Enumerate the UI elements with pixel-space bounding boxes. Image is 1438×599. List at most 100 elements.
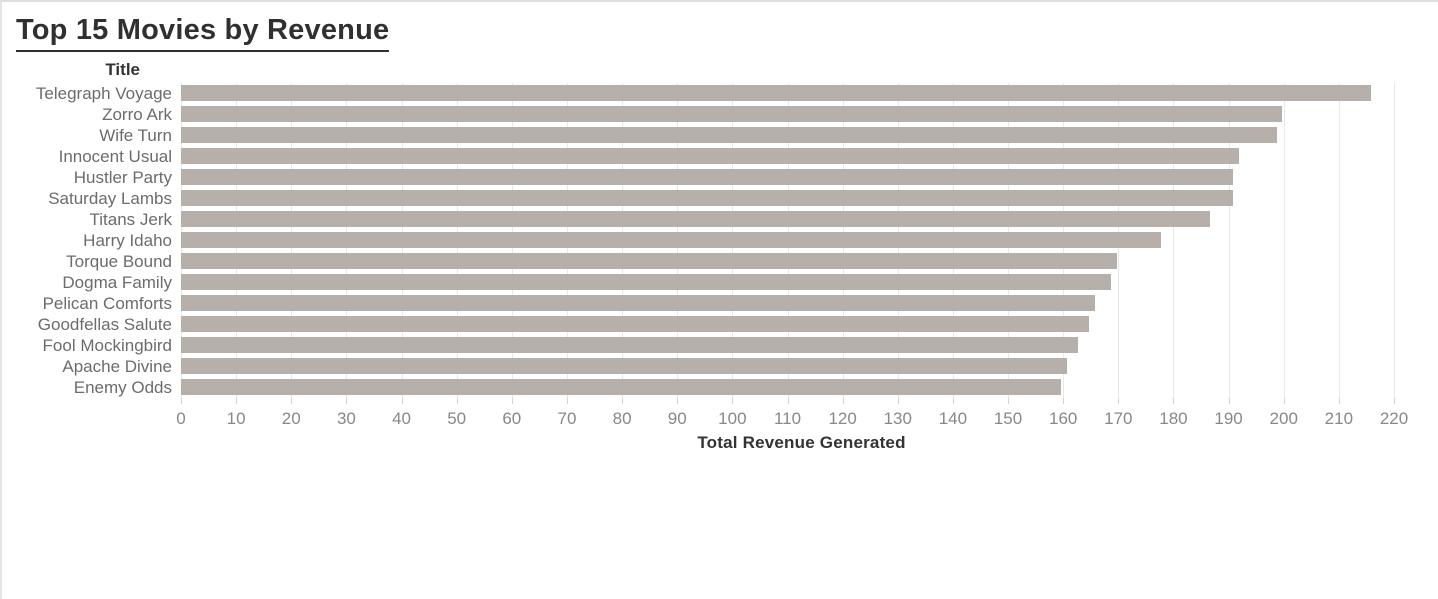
bar-row: Apache Divine: [2, 356, 1438, 377]
row-label[interactable]: Titans Jerk: [89, 210, 172, 229]
tick-mark: [456, 398, 458, 404]
tick-mark: [1063, 398, 1065, 404]
x-tick-label: 60: [502, 409, 522, 428]
row-label[interactable]: Apache Divine: [62, 357, 172, 376]
bar-zone: [181, 146, 1438, 167]
axis-tick-marks: [181, 398, 1438, 405]
revenue-bar[interactable]: [181, 232, 1161, 248]
tick-mark: [236, 398, 238, 404]
row-label[interactable]: Pelican Comforts: [42, 294, 172, 313]
revenue-bar[interactable]: [181, 379, 1062, 395]
bar-zone: [181, 272, 1438, 293]
x-tick-label: 80: [612, 409, 632, 428]
row-label[interactable]: Innocent Usual: [58, 147, 172, 166]
revenue-bar[interactable]: [181, 337, 1078, 353]
bar-row: Zorro Ark: [2, 104, 1438, 125]
revenue-bar[interactable]: [181, 190, 1233, 206]
revenue-bar[interactable]: [181, 358, 1067, 374]
x-tick-label: 90: [667, 409, 687, 428]
gridline: [1338, 83, 1340, 398]
tick-mark: [952, 398, 954, 404]
bar-row: Titans Jerk: [2, 209, 1438, 230]
row-label[interactable]: Goodfellas Salute: [37, 315, 172, 334]
plot-area: Telegraph Voyage Zorro Ark Wife Turn Innoce…: [2, 83, 1438, 398]
x-tick-label: 100: [718, 409, 747, 428]
x-tick-label: 30: [336, 409, 356, 428]
revenue-bar[interactable]: [181, 211, 1211, 227]
tick-mark: [566, 398, 568, 404]
revenue-bar[interactable]: [181, 148, 1239, 164]
bar-row: Torque Bound: [2, 251, 1438, 272]
bar-rows: Telegraph Voyage Zorro Ark Wife Turn Innoce…: [2, 83, 1438, 398]
axis-tick-labels: 0 10 20 30 40 50 60 70 80 90 100 110 120 130 140 150 160…: [176, 408, 1438, 430]
bar-zone: [181, 83, 1438, 104]
x-tick-label: 220: [1379, 409, 1409, 428]
revenue-bar[interactable]: [181, 274, 1112, 290]
tick-mark: [1228, 398, 1230, 404]
gridline: [1173, 83, 1175, 398]
row-label[interactable]: Torque Bound: [66, 252, 172, 271]
row-label[interactable]: Wife Turn: [99, 126, 172, 145]
tick-mark: [1394, 398, 1395, 404]
revenue-bar[interactable]: [181, 295, 1095, 311]
x-tick-label: 120: [828, 409, 857, 428]
x-tick-label: 50: [447, 409, 467, 428]
tick-mark: [1118, 398, 1120, 404]
revenue-bar[interactable]: [181, 169, 1233, 185]
tick-mark: [511, 398, 513, 404]
category-field-label[interactable]: Title: [2, 60, 158, 83]
row-label[interactable]: Telegraph Voyage: [35, 84, 172, 103]
row-label[interactable]: Hustler Party: [73, 168, 172, 187]
bar-row: Harry Idaho: [2, 230, 1438, 251]
tick-mark: [181, 398, 182, 404]
bar-zone: [181, 125, 1438, 146]
tick-mark: [787, 398, 789, 404]
row-label[interactable]: Enemy Odds: [73, 378, 172, 397]
row-label[interactable]: Saturday Lambs: [48, 189, 172, 208]
x-tick-label: 130: [883, 409, 912, 428]
tick-mark: [346, 398, 348, 404]
gridline: [1283, 83, 1285, 398]
x-tick-label: 140: [938, 409, 968, 428]
bar-zone: [181, 230, 1438, 251]
value-axis-title-text: Total Revenue Generated: [697, 433, 906, 452]
bar-zone: [181, 356, 1438, 377]
gridline: [1394, 83, 1395, 398]
bar-zone: [181, 251, 1438, 272]
tick-mark: [1283, 398, 1285, 404]
revenue-bar[interactable]: [181, 253, 1117, 269]
revenue-bar[interactable]: [181, 316, 1089, 332]
bar-row: Innocent Usual: [2, 146, 1438, 167]
category-field-label-text: Title: [105, 60, 140, 79]
bar-zone: [181, 167, 1438, 188]
value-axis-title[interactable]: Total Revenue Generated: [697, 433, 923, 452]
tick-mark: [732, 398, 734, 404]
revenue-bar[interactable]: [181, 106, 1283, 122]
x-tick-label: 160: [1048, 409, 1078, 428]
bar-zone: [181, 104, 1438, 125]
x-tick-label: 110: [773, 409, 802, 428]
tick-mark: [897, 398, 899, 404]
bar-zone: [181, 335, 1438, 356]
bar-row: Telegraph Voyage: [2, 83, 1438, 104]
tick-mark: [842, 398, 844, 404]
bar-zone: [181, 209, 1438, 230]
bar-zone: [181, 293, 1438, 314]
category-header-row: Title: [2, 55, 1438, 83]
tick-mark: [1008, 398, 1010, 404]
row-label[interactable]: Dogma Family: [62, 273, 172, 292]
x-tick-label: 210: [1324, 409, 1354, 428]
x-tick-label: 190: [1214, 409, 1243, 428]
row-label[interactable]: Fool Mockingbird: [42, 336, 172, 355]
revenue-bar[interactable]: [181, 127, 1277, 143]
revenue-bar[interactable]: [181, 85, 1371, 101]
tick-mark: [1173, 398, 1175, 404]
row-label[interactable]: Harry Idaho: [83, 231, 172, 250]
bar-row: Fool Mockingbird: [2, 335, 1438, 356]
gridline: [1228, 83, 1230, 398]
tick-mark: [291, 398, 293, 404]
bar-zone: [181, 314, 1438, 335]
row-label[interactable]: Zorro Ark: [102, 105, 172, 124]
bar-row: Saturday Lambs: [2, 188, 1438, 209]
tick-mark: [622, 398, 624, 404]
